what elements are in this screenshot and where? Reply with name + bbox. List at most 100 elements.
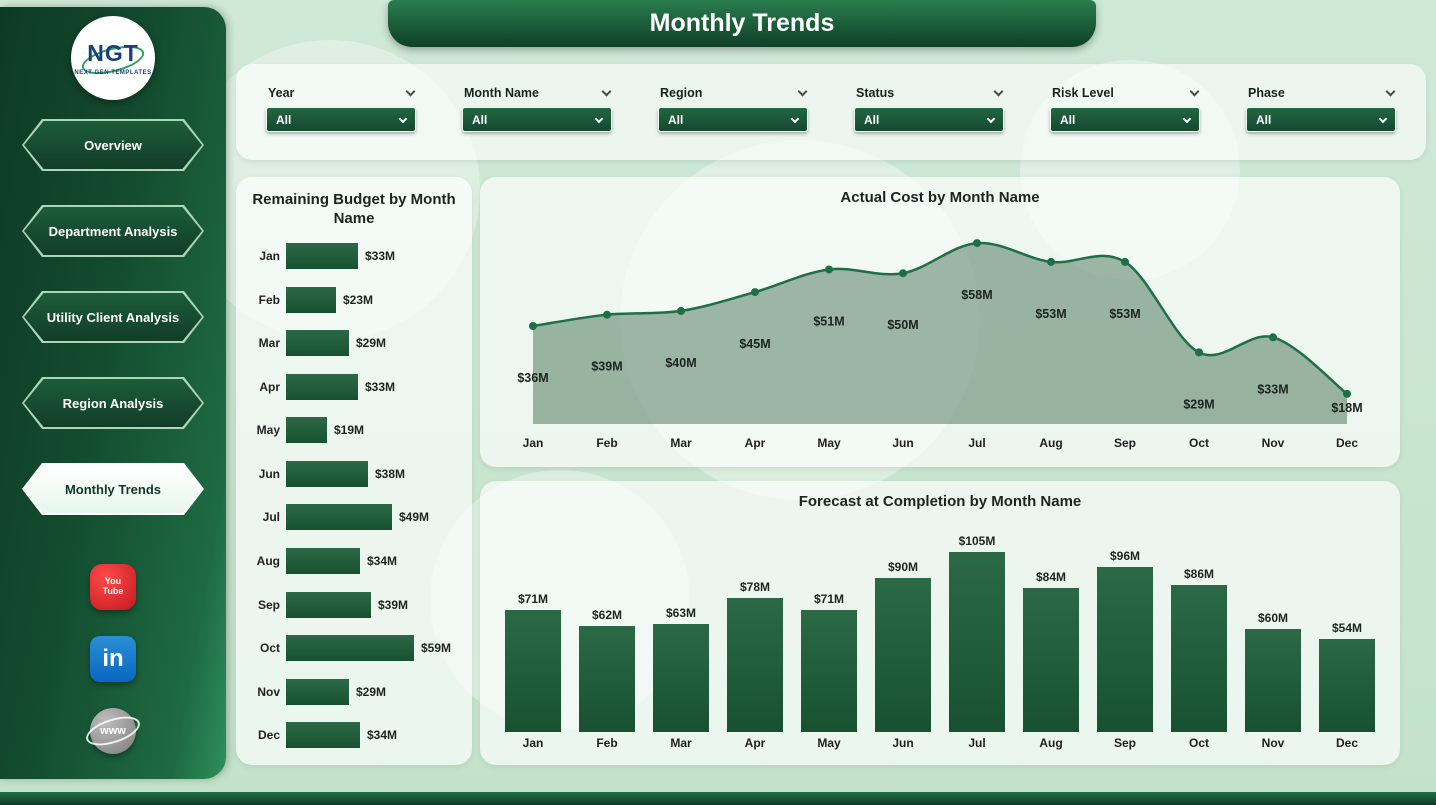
- axis-label-may: May: [792, 736, 866, 750]
- chevron-down-icon[interactable]: [798, 87, 808, 97]
- page-title: Monthly Trends: [388, 0, 1096, 47]
- bar-feb[interactable]: [579, 626, 635, 732]
- actual-cost-panel: Actual Cost by Month Name $36M$39M$40M$4…: [480, 177, 1400, 467]
- bar-row-jan: Jan$33M: [246, 243, 462, 270]
- sidebar-item-monthly-trends[interactable]: Monthly Trends: [22, 463, 204, 515]
- sidebar-item-utility-client-analysis[interactable]: Utility Client Analysis: [22, 291, 204, 343]
- bar-jun[interactable]: [875, 578, 931, 732]
- data-point-aug[interactable]: [1047, 258, 1055, 266]
- chevron-down-icon[interactable]: [1190, 87, 1200, 97]
- bar-aug[interactable]: [1023, 588, 1079, 732]
- bar-value-label: $90M: [888, 560, 918, 574]
- column-cell-jan: $71M: [496, 592, 570, 732]
- bar-nov[interactable]: [286, 679, 349, 705]
- filter-region: RegionAll: [658, 86, 808, 160]
- bar-apr[interactable]: [286, 374, 358, 400]
- bar-jan[interactable]: [505, 610, 561, 732]
- filter-dropdown-month-name[interactable]: All: [462, 107, 612, 132]
- bar-feb[interactable]: [286, 287, 336, 313]
- bar-dec[interactable]: [1319, 639, 1375, 732]
- data-point-nov[interactable]: [1269, 333, 1277, 341]
- column-cell-jun: $90M: [866, 560, 940, 732]
- filter-dropdown-year[interactable]: All: [266, 107, 416, 132]
- axis-label-jul: Jul: [940, 736, 1014, 750]
- sidebar: NGT NEXT GEN TEMPLATES Overview Departmen…: [0, 7, 226, 779]
- column-cell-apr: $78M: [718, 580, 792, 732]
- bar-aug[interactable]: [286, 548, 360, 574]
- bar-row-dec: Dec$34M: [246, 722, 462, 749]
- data-point-jul[interactable]: [973, 239, 981, 247]
- bar-apr[interactable]: [727, 598, 783, 732]
- bar-value-label: $59M: [421, 641, 451, 655]
- data-point-feb[interactable]: [603, 310, 611, 318]
- data-label: $36M: [517, 371, 548, 385]
- bar-dec[interactable]: [286, 722, 360, 748]
- filter-dropdown-risk-level[interactable]: All: [1050, 107, 1200, 132]
- sidebar-item-label: Monthly Trends: [65, 482, 161, 497]
- bar-value-label: $29M: [356, 336, 386, 350]
- axis-label-jan: Jan: [496, 736, 570, 750]
- axis-label-nov: Nov: [1236, 736, 1310, 750]
- axis-label-jun: Jun: [866, 436, 940, 450]
- linkedin-icon[interactable]: in: [90, 636, 136, 682]
- bar-value-label: $39M: [378, 598, 408, 612]
- bar-jun[interactable]: [286, 461, 368, 487]
- axis-label-jul: Jul: [246, 510, 280, 524]
- sidebar-item-overview[interactable]: Overview: [22, 119, 204, 171]
- sidebar-item-department-analysis[interactable]: Department Analysis: [22, 205, 204, 257]
- chevron-down-icon[interactable]: [602, 87, 612, 97]
- filter-dropdown-region[interactable]: All: [658, 107, 808, 132]
- youtube-icon[interactable]: You Tube: [90, 564, 136, 610]
- data-point-jun[interactable]: [899, 269, 907, 277]
- bar-oct[interactable]: [286, 635, 414, 661]
- area-fill: [533, 243, 1347, 424]
- axis-label-jun: Jun: [866, 736, 940, 750]
- chart-title-forecast: Forecast at Completion by Month Name: [496, 493, 1384, 512]
- axis-label-sep: Sep: [1088, 736, 1162, 750]
- bar-value-label: $54M: [1332, 621, 1362, 635]
- chevron-down-icon[interactable]: [406, 87, 416, 97]
- social-links: You Tube in www: [0, 564, 226, 754]
- app: NGT NEXT GEN TEMPLATES Overview Departmen…: [0, 0, 1436, 805]
- bar-jan[interactable]: [286, 243, 358, 269]
- bar-jul[interactable]: [949, 552, 1005, 732]
- bar-row-aug: Aug$34M: [246, 548, 462, 575]
- filter-label: Year: [268, 86, 294, 100]
- data-label: $58M: [961, 288, 992, 302]
- column-cell-may: $71M: [792, 592, 866, 732]
- bar-jul[interactable]: [286, 504, 392, 530]
- axis-label-feb: Feb: [246, 293, 280, 307]
- data-point-may[interactable]: [825, 265, 833, 273]
- bar-nov[interactable]: [1245, 629, 1301, 732]
- data-point-jan[interactable]: [529, 322, 537, 330]
- bar-value-label: $60M: [1258, 611, 1288, 625]
- bar-may[interactable]: [801, 610, 857, 732]
- bar-may[interactable]: [286, 417, 327, 443]
- website-icon[interactable]: www: [90, 708, 136, 754]
- logo: NGT NEXT GEN TEMPLATES: [71, 16, 155, 100]
- data-point-sep[interactable]: [1121, 258, 1129, 266]
- bar-mar[interactable]: [653, 624, 709, 732]
- filter-selected-value: All: [864, 113, 879, 127]
- bar-sep[interactable]: [1097, 567, 1153, 732]
- chevron-down-icon[interactable]: [994, 87, 1004, 97]
- forecast-panel: Forecast at Completion by Month Name $71…: [480, 481, 1400, 765]
- forecast-x-axis: JanFebMarAprMayJunJulAugSepOctNovDec: [496, 732, 1384, 754]
- data-point-dec[interactable]: [1343, 390, 1351, 398]
- filter-status: StatusAll: [854, 86, 1004, 160]
- filter-dropdown-phase[interactable]: All: [1246, 107, 1396, 132]
- filter-dropdown-status[interactable]: All: [854, 107, 1004, 132]
- chevron-down-icon[interactable]: [1386, 87, 1396, 97]
- bar-sep[interactable]: [286, 592, 371, 618]
- axis-label-oct: Oct: [246, 641, 280, 655]
- bar-oct[interactable]: [1171, 585, 1227, 732]
- bar-mar[interactable]: [286, 330, 349, 356]
- bar-row-mar: Mar$29M: [246, 330, 462, 357]
- data-label: $53M: [1035, 307, 1066, 321]
- data-point-oct[interactable]: [1195, 348, 1203, 356]
- axis-label-feb: Feb: [570, 736, 644, 750]
- sidebar-item-region-analysis[interactable]: Region Analysis: [22, 377, 204, 429]
- chevron-down-icon: [791, 114, 799, 122]
- data-point-apr[interactable]: [751, 288, 759, 296]
- data-point-mar[interactable]: [677, 307, 685, 315]
